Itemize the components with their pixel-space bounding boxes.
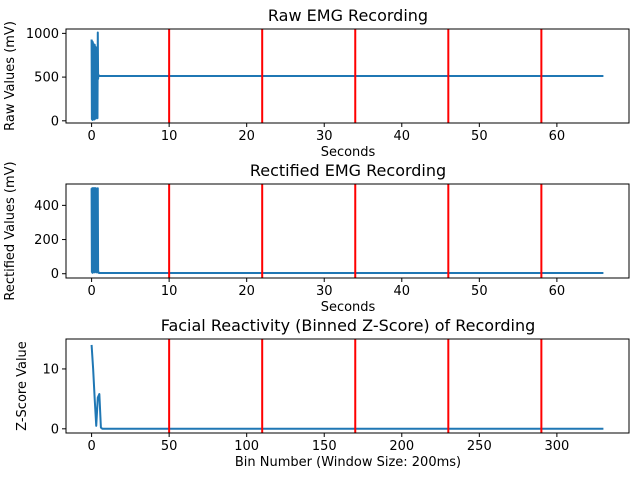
chart-1-x-tick-label: 20 bbox=[238, 129, 255, 144]
chart-1-y-tick-label: 1000 bbox=[26, 27, 59, 42]
chart-2-x-tick-label: 10 bbox=[161, 284, 178, 299]
chart-1-y-axis-label: Raw Values (mV) bbox=[3, 21, 18, 131]
chart-3-x-tick-label: 100 bbox=[234, 439, 259, 454]
chart-3-x-tick-label: 200 bbox=[389, 439, 414, 454]
chart-2-x-axis-label: Seconds bbox=[321, 300, 376, 315]
chart-3-y-axis-label: Z-Score Value bbox=[15, 341, 30, 431]
chart-2-y-tick-label: 200 bbox=[34, 233, 59, 248]
chart-3-x-tick-label: 250 bbox=[467, 439, 492, 454]
chart-3-x-tick-label: 0 bbox=[87, 439, 95, 454]
chart-2-x-tick-label: 20 bbox=[238, 284, 255, 299]
chart-2-series-line bbox=[90, 187, 604, 275]
chart-1-series-line bbox=[90, 31, 604, 121]
chart-1-x-tick-label: 60 bbox=[549, 129, 566, 144]
chart-2-y-axis-label: Rectified Values (mV) bbox=[3, 161, 18, 300]
chart-3-x-axis-label: Bin Number (Window Size: 200ms) bbox=[235, 455, 461, 470]
chart-2-x-tick-label: 50 bbox=[471, 284, 488, 299]
chart-3-title: Facial Reactivity (Binned Z-Score) of Re… bbox=[161, 316, 536, 335]
chart-2-x-tick-label: 40 bbox=[394, 284, 411, 299]
chart-3-plot-frame bbox=[65, 338, 630, 434]
chart-1-plot-frame bbox=[65, 28, 630, 124]
chart-2-title: Rectified EMG Recording bbox=[250, 161, 446, 180]
chart-1-x-tick-label: 30 bbox=[316, 129, 333, 144]
chart-2-x-tick-label: 30 bbox=[316, 284, 333, 299]
chart-1-y-tick-label: 500 bbox=[34, 71, 59, 86]
chart-3-x-tick-label: 150 bbox=[312, 439, 337, 454]
chart-1-x-tick-label: 50 bbox=[471, 129, 488, 144]
chart-1-x-tick-label: 40 bbox=[394, 129, 411, 144]
chart-3-x-tick-label: 50 bbox=[161, 439, 178, 454]
chart-3-series-line bbox=[90, 344, 604, 430]
chart-2-x-tick-label: 60 bbox=[549, 284, 566, 299]
chart-2-plot-frame bbox=[65, 183, 630, 279]
chart-3-y-tick-label: 0 bbox=[51, 422, 59, 437]
chart-1-x-axis-label: Seconds bbox=[321, 145, 376, 160]
chart-2-y-tick-label: 400 bbox=[34, 199, 59, 214]
chart-1-x-tick-label: 0 bbox=[87, 129, 95, 144]
chart-1-y-tick-label: 0 bbox=[51, 114, 59, 129]
chart-3-x-tick-label: 300 bbox=[544, 439, 569, 454]
chart-1-x-tick-label: 10 bbox=[161, 129, 178, 144]
chart-1-title: Raw EMG Recording bbox=[268, 6, 428, 25]
chart-2-y-tick-label: 0 bbox=[51, 267, 59, 282]
chart-2-x-tick-label: 0 bbox=[87, 284, 95, 299]
chart-3-y-tick-label: 10 bbox=[42, 362, 59, 377]
